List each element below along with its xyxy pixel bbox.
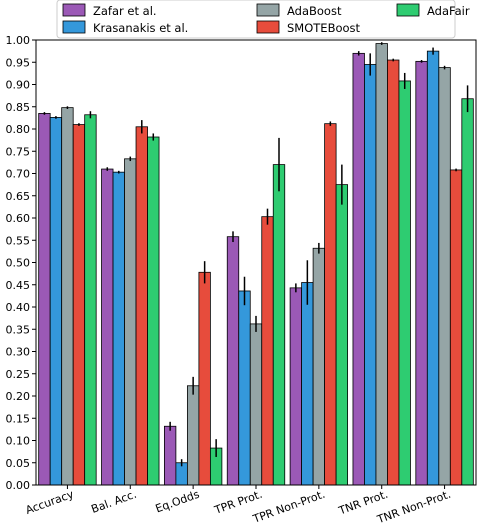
bars-layer [38, 43, 474, 486]
bar-krasanakis-et-al--5 [364, 64, 377, 486]
y-tick-label: 0.60 [6, 212, 31, 225]
bar-zafar-et-al--3 [226, 236, 240, 486]
bar-adaboost-5 [375, 43, 388, 486]
bar-krasanakis-et-al--3 [238, 290, 251, 486]
error-bars-layer [43, 42, 469, 467]
legend-label: AdaFair [427, 4, 470, 18]
bar-zafar-et-al--1 [101, 168, 114, 486]
y-tick-label: 0.80 [6, 123, 31, 136]
x-tick-label: Bal. Acc. [89, 488, 138, 516]
legend-label: AdaBoost [287, 4, 342, 18]
bar-smoteboost-1 [135, 126, 148, 486]
legend-swatch [256, 3, 280, 17]
y-tick-label: 0.25 [6, 368, 31, 381]
y-tick-label: 0.15 [6, 412, 31, 425]
bar-smoteboost-3 [261, 216, 274, 486]
bar-zafar-et-al--6 [415, 60, 428, 486]
y-tick-label: 0.00 [6, 479, 31, 492]
bar-krasanakis-et-al--6 [426, 50, 440, 486]
bar-smoteboost-5 [387, 59, 400, 486]
bar-adaboost-0 [61, 107, 74, 486]
y-tick-label: 0.55 [6, 234, 31, 247]
y-tick-label: 0.85 [6, 101, 31, 114]
bar-adafair-5 [398, 80, 411, 486]
x-axis: Accuracy Bal. Acc. Eq.Odds TPR Prot.TPR Non… [24, 485, 453, 527]
legend-label: SMOTEBoost [287, 21, 361, 35]
bar-smoteboost-0 [72, 124, 86, 486]
bar-adaboost-3 [249, 323, 263, 486]
y-tick-label: 0.10 [6, 435, 31, 448]
legend-label: Zafar et al. [93, 4, 157, 18]
bar-adaboost-6 [438, 67, 451, 486]
legend-box [56, 0, 456, 39]
bar-krasanakis-et-al--0 [49, 117, 63, 486]
bar-smoteboost-2 [198, 271, 211, 486]
bar-adaboost-4 [312, 247, 326, 486]
y-tick-label: 1.00 [6, 34, 31, 47]
bar-zafar-et-al--4 [289, 287, 303, 486]
legend-swatch [256, 20, 280, 34]
legend-label: Krasanakis et al. [93, 21, 188, 35]
y-tick-label: 0.90 [6, 79, 31, 92]
bar-adaboost-1 [124, 158, 137, 486]
y-tick-label: 0.20 [6, 390, 31, 403]
x-tick-label: Accuracy [24, 487, 76, 517]
bar-adafair-3 [272, 164, 286, 486]
bar-smoteboost-6 [449, 169, 463, 486]
bar-adafair-4 [335, 184, 349, 486]
bar-zafar-et-al--5 [352, 52, 365, 486]
y-tick-label: 0.75 [6, 145, 31, 158]
bar-zafar-et-al--0 [38, 113, 51, 486]
y-axis: 0.00 0.05 0.10 0.15 0.20 0.25 0.30 0.35 0.40 0.45… [6, 34, 36, 492]
bar-adafair-0 [84, 114, 97, 486]
bar-smoteboost-4 [324, 123, 337, 486]
y-tick-label: 0.50 [6, 257, 31, 270]
y-tick-label: 0.35 [6, 323, 31, 336]
x-tick-label: Eq.Odds [154, 488, 202, 516]
bar-zafar-et-al--2 [163, 425, 177, 486]
y-tick-label: 0.95 [6, 56, 31, 69]
legend-swatch [396, 3, 420, 17]
y-tick-label: 0.70 [6, 168, 31, 181]
bar-adaboost-2 [186, 385, 200, 486]
y-tick-label: 0.45 [6, 279, 31, 292]
bar-krasanakis-et-al--4 [301, 282, 314, 486]
legend: Zafar et al. Krasanakis et al. AdaBoost SMO… [56, 0, 470, 39]
y-tick-label: 0.30 [6, 346, 31, 359]
y-tick-label: 0.65 [6, 190, 31, 203]
bar-adafair-1 [147, 136, 160, 486]
bar-krasanakis-et-al--1 [112, 171, 125, 486]
legend-swatch [62, 20, 86, 34]
legend-swatch [62, 3, 86, 17]
y-tick-label: 0.05 [6, 457, 31, 470]
y-tick-label: 0.40 [6, 301, 31, 314]
x-tick-label: TPR Non-Prot. [250, 488, 326, 526]
bar-adafair-6 [461, 98, 474, 486]
